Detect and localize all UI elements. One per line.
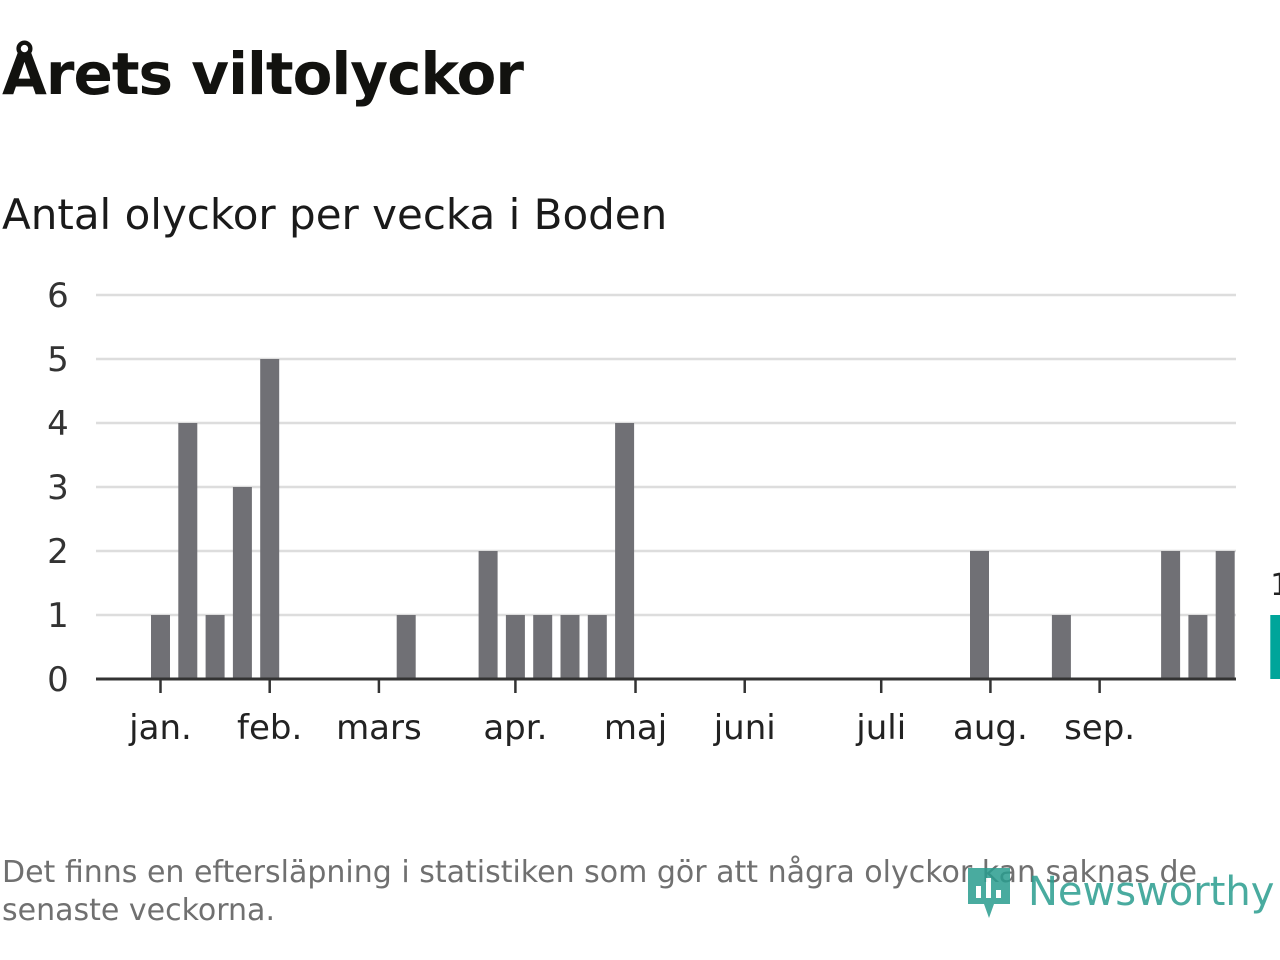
x-tick-label-juli: juli <box>855 708 906 748</box>
bar-week-1 <box>151 615 170 679</box>
y-tick-label-2: 2 <box>47 532 69 572</box>
y-tick-label-0: 0 <box>47 660 69 700</box>
grid-lines <box>96 293 1236 617</box>
bar-week-38 <box>1161 551 1181 679</box>
x-tick-label-aug: aug. <box>953 708 1028 748</box>
chart-title: Årets viltolyckor <box>2 40 524 108</box>
bar-chart: 1 jan. feb. mars apr. maj juni juli aug. sep. 0 1… <box>47 276 1280 748</box>
x-tick-label-mars: mars <box>336 708 422 748</box>
newsworthy-logo-icon <box>968 868 1010 918</box>
chart-subtitle: Antal olyckor per vecka i Boden <box>2 190 668 239</box>
x-tick-label-maj: maj <box>604 708 667 748</box>
bar-week-3 <box>205 615 225 679</box>
y-tick-label-6: 6 <box>47 276 69 316</box>
bar-value-label: 1 <box>1270 568 1280 603</box>
bar-week-42 <box>1270 615 1280 679</box>
bar-week-31 <box>970 551 989 679</box>
x-tick-label-sep: sep. <box>1064 708 1135 748</box>
x-tick-label-apr: apr. <box>483 708 547 748</box>
y-axis-ticks: 0 1 2 3 4 5 6 <box>47 276 69 700</box>
bar-week-4 <box>232 487 252 679</box>
y-tick-label-1: 1 <box>47 596 69 636</box>
bar-week-10 <box>396 615 416 679</box>
bars: 1 <box>151 359 1280 679</box>
bar-week-5 <box>260 359 280 679</box>
bar-week-17 <box>587 615 607 679</box>
brand-logo: Newsworthy <box>964 862 1274 922</box>
bar-week-39 <box>1188 615 1208 679</box>
y-tick-label-5: 5 <box>47 340 69 380</box>
y-tick-label-4: 4 <box>47 404 69 444</box>
bar-week-2 <box>178 423 198 679</box>
x-axis-ticks: jan. feb. mars apr. maj juni juli aug. sep. <box>128 679 1135 748</box>
bar-week-34 <box>1051 615 1071 679</box>
bar-week-13 <box>478 551 498 679</box>
bar-week-18 <box>615 423 635 679</box>
bar-week-40 <box>1215 551 1235 679</box>
bar-week-15 <box>533 615 553 679</box>
bar-week-16 <box>560 615 580 679</box>
x-tick-label-juni: juni <box>713 708 776 748</box>
x-tick-label-jan: jan. <box>128 708 192 748</box>
y-tick-label-3: 3 <box>47 468 69 508</box>
brand-name: Newsworthy <box>1028 869 1275 915</box>
x-tick-label-feb: feb. <box>237 708 302 748</box>
bar-week-14 <box>505 615 525 679</box>
